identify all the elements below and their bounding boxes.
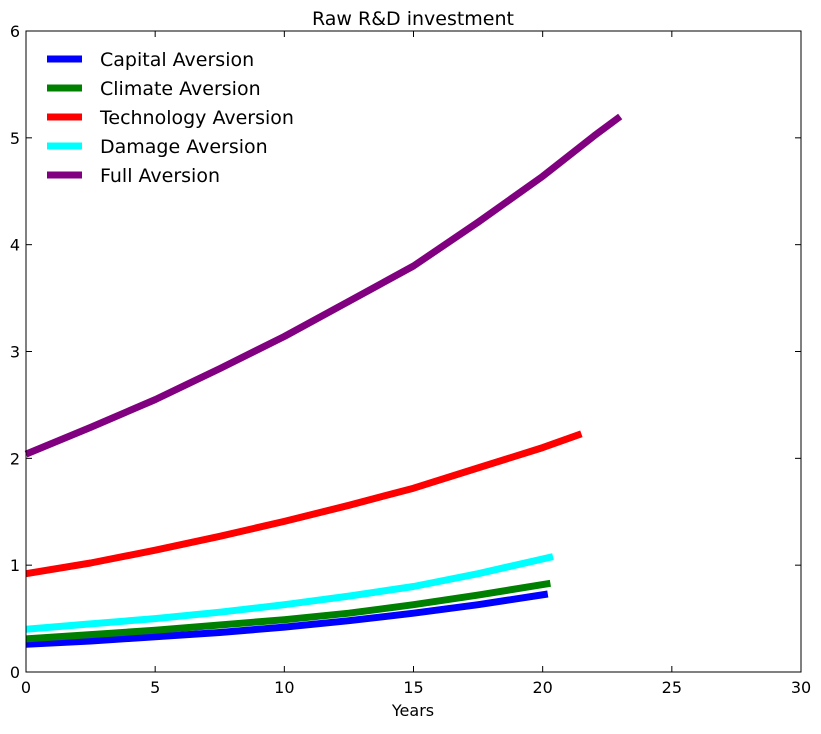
series-layer bbox=[24, 113, 623, 648]
ticks-layer: 0 5 10 15 20 25 30 0 1 2 3 4 5 6 bbox=[10, 22, 811, 697]
legend-label-2: Technology Aversion bbox=[99, 107, 294, 129]
series-line-3 bbox=[25, 553, 554, 633]
legend-label-1: Climate Aversion bbox=[100, 78, 261, 100]
x-axis-label: Years bbox=[391, 701, 434, 720]
x-tick-label-4: 20 bbox=[532, 678, 552, 697]
plot-area bbox=[26, 31, 801, 672]
y-tick-label-1: 1 bbox=[10, 556, 20, 575]
series-line-1 bbox=[25, 579, 551, 643]
legend-label-4: Full Aversion bbox=[100, 165, 220, 187]
legend-label-0: Capital Aversion bbox=[100, 49, 254, 71]
legend: Capital Aversion Climate Aversion Technolo… bbox=[47, 49, 294, 187]
x-tick-label-0: 0 bbox=[21, 678, 31, 697]
y-tick-label-4: 4 bbox=[10, 236, 20, 255]
y-tick-label-3: 3 bbox=[10, 343, 20, 362]
series-line-0 bbox=[25, 590, 549, 648]
x-tick-label-1: 5 bbox=[150, 678, 160, 697]
x-tick-label-6: 30 bbox=[791, 678, 811, 697]
x-tick-label-5: 25 bbox=[662, 678, 682, 697]
y-tick-label-5: 5 bbox=[10, 129, 20, 148]
legend-label-3: Damage Aversion bbox=[100, 136, 268, 158]
series-line-2 bbox=[25, 430, 583, 578]
y-tick-label-6: 6 bbox=[10, 22, 20, 41]
series-line-4 bbox=[24, 113, 623, 458]
y-tick-label-2: 2 bbox=[10, 449, 20, 468]
chart-title: Raw R&D investment bbox=[312, 8, 514, 30]
x-tick-label-3: 15 bbox=[403, 678, 423, 697]
x-tick-label-2: 10 bbox=[274, 678, 294, 697]
y-tick-label-0: 0 bbox=[10, 663, 20, 682]
